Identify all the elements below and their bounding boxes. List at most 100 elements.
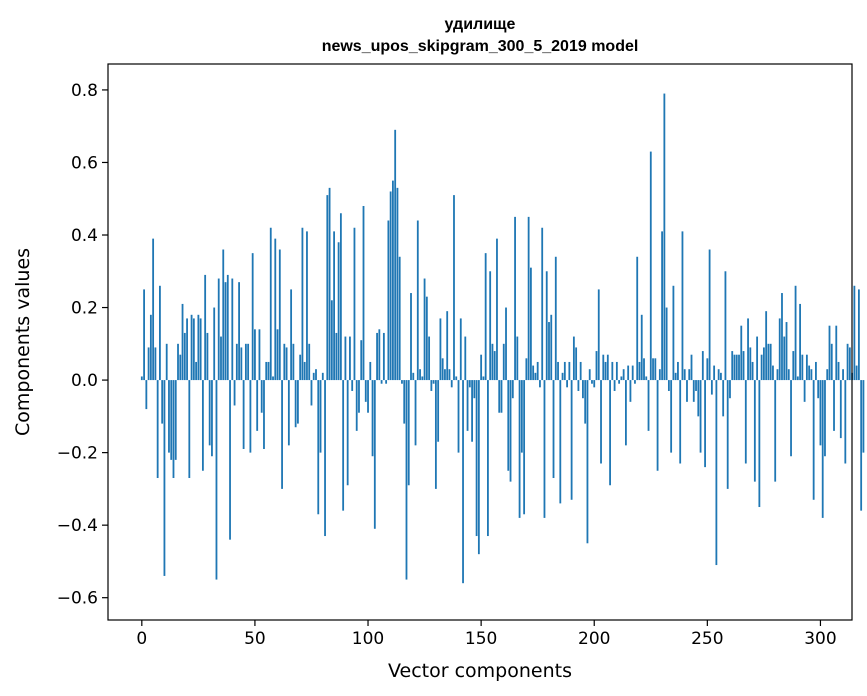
bar-210 [615,361,618,381]
bar-287 [790,380,792,457]
bar-2 [145,380,148,410]
bar-248 [701,351,704,381]
bar-140 [457,380,460,453]
bar-256 [720,372,722,381]
bar-59 [274,238,277,381]
bar-53 [260,380,263,413]
bar-171 [527,216,530,381]
bar-64 [285,347,288,381]
bar-138 [453,195,455,381]
bar-26 [199,318,202,381]
bar-107 [382,332,385,381]
bar-254 [715,380,718,566]
bar-90 [344,336,347,381]
bar-250 [706,358,709,381]
bar-28 [204,274,207,381]
bar-305 [830,343,833,381]
bar-186 [561,372,564,381]
bar-280 [774,380,777,482]
bar-87 [337,242,340,381]
bar-161 [505,307,507,381]
bar-308 [837,361,840,381]
bar-236 [674,372,677,381]
bar-92 [349,336,351,381]
bar-243 [690,354,693,381]
bar-62 [281,380,283,489]
bar-127 [428,336,431,381]
bar-224 [647,380,650,431]
bar-164 [511,380,514,399]
bar-275 [762,347,765,381]
y-tick-label: −0.4 [57,516,98,536]
bar-94 [353,227,356,381]
bar-180 [548,322,550,381]
bar-5 [152,238,155,381]
bar-69 [297,380,299,424]
bar-247 [699,380,702,453]
bar-212 [620,376,623,381]
bar-25 [197,314,200,381]
x-axis-ticks: 0 50 100 150 200 250 300 [136,620,837,649]
bar-238 [679,380,682,464]
bar-167 [518,380,521,518]
y-tick-label: 0.8 [71,81,98,101]
bar-292 [801,354,804,381]
bar-291 [799,303,801,381]
bar-79 [319,380,322,453]
bar-170 [525,358,528,381]
bar-33 [215,380,218,580]
x-tick-label: 250 [691,629,723,649]
bar-21 [188,380,191,479]
bar-20 [186,318,188,381]
bar-109 [387,220,390,381]
bar-51 [256,380,259,431]
bar-218 [634,380,636,384]
bar-7 [156,380,159,479]
bar-122 [416,220,419,381]
bar-101 [369,361,372,381]
bar-139 [455,376,458,381]
bar-209 [613,380,616,391]
bar-126 [425,296,428,381]
bar-136 [448,369,451,381]
bar-196 [584,380,587,424]
bar-285 [785,322,788,381]
bar-312 [846,343,849,381]
bar-155 [491,343,494,381]
bar-1 [143,289,145,381]
bar-66 [290,289,293,381]
bar-237 [677,361,679,381]
bar-146 [471,380,473,442]
bar-300 [819,380,822,446]
bar-166 [516,336,519,381]
bar-261 [731,351,734,381]
bar-232 [665,307,668,381]
bar-54 [263,380,265,449]
y-tick-label: 0.2 [71,299,98,319]
bar-149 [477,380,480,555]
bar-83 [328,187,331,381]
bar-204 [602,354,605,381]
bar-143 [464,336,467,381]
bar-42 [235,343,238,381]
bar-296 [810,369,813,381]
bar-310 [842,369,844,381]
bar-182 [552,380,555,479]
bar-217 [631,365,634,381]
bar-168 [520,380,523,453]
bar-197 [586,380,589,544]
bar-8 [159,285,161,381]
bar-58 [272,376,274,381]
bar-159 [500,380,503,413]
bar-135 [446,311,449,381]
bar-288 [792,351,795,381]
x-tick-label: 50 [244,629,266,649]
bar-165 [514,216,516,381]
bar-299 [817,380,820,399]
x-tick-label: 200 [578,629,610,649]
bar-304 [828,325,831,381]
bar-125 [423,278,426,381]
bar-187 [563,361,566,381]
bar-297 [812,380,815,500]
bar-34 [217,278,220,381]
